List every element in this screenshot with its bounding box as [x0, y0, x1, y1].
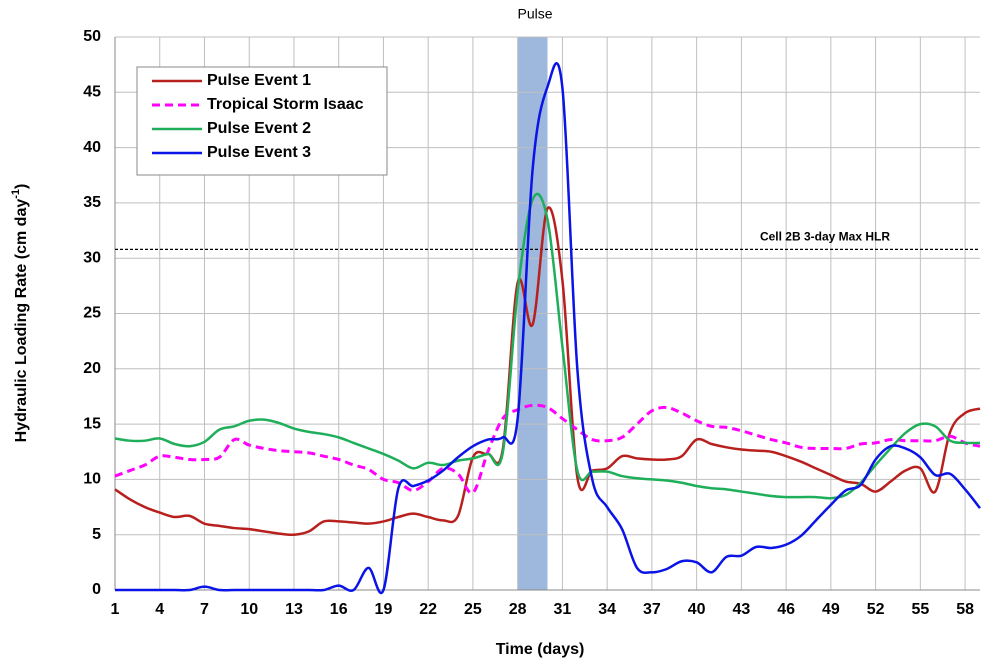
y-tick-label: 30 [83, 249, 101, 266]
x-tick-label: 31 [554, 601, 572, 618]
legend-label: Pulse Event 3 [207, 144, 311, 161]
threshold-label: Cell 2B 3-day Max HLR [760, 230, 890, 244]
series-line [115, 62, 981, 595]
y-axis-title-end: ) [13, 184, 30, 189]
legend-label: Pulse Event 1 [207, 72, 311, 89]
y-tick-label: 25 [83, 305, 101, 322]
legend-label: Tropical Storm Isaac [207, 96, 364, 113]
y-axis-title: Hydraulic Loading Rate (cm day-1) [10, 184, 30, 443]
x-tick-label: 55 [911, 601, 929, 618]
x-tick-label: 19 [375, 601, 393, 618]
y-tick-label: 15 [83, 415, 101, 432]
y-axis-title-text: Hydraulic Loading Rate (cm day [13, 199, 30, 443]
band-label: Pulse [517, 6, 552, 22]
y-axis-title-sup: -1 [10, 189, 22, 199]
x-tick-label: 13 [285, 601, 303, 618]
x-tick-label: 10 [240, 601, 258, 618]
x-tick-label: 16 [330, 601, 348, 618]
x-tick-label: 7 [200, 601, 209, 618]
x-tick-label: 46 [777, 601, 795, 618]
x-tick-label: 58 [956, 601, 974, 618]
y-tick-label: 0 [92, 581, 101, 598]
y-tick-label: 20 [83, 360, 101, 377]
x-tick-label: 43 [732, 601, 750, 618]
y-tick-label: 10 [83, 471, 101, 488]
y-tick-label: 35 [83, 194, 101, 211]
x-tick-label: 49 [822, 601, 840, 618]
x-axis-title: Time (days) [496, 641, 585, 658]
legend-box [136, 66, 388, 176]
y-tick-label: 50 [83, 28, 101, 45]
x-tick-label: 1 [111, 601, 120, 618]
x-tick-label: 25 [464, 601, 482, 618]
y-tick-label: 45 [83, 84, 101, 101]
series-line [114, 403, 981, 495]
x-tick-label: 22 [419, 601, 437, 618]
x-tick-label: 28 [509, 601, 527, 618]
y-tick-label: 40 [83, 139, 101, 156]
series-line [114, 192, 981, 500]
legend-label: Pulse Event 2 [207, 120, 311, 137]
y-tick-label: 5 [92, 526, 101, 543]
x-tick-label: 40 [688, 601, 706, 618]
series-line [114, 206, 981, 537]
x-tick-label: 34 [598, 601, 616, 618]
x-tick-label: 37 [643, 601, 661, 618]
x-tick-label: 4 [155, 601, 164, 618]
x-tick-label: 52 [867, 601, 885, 618]
